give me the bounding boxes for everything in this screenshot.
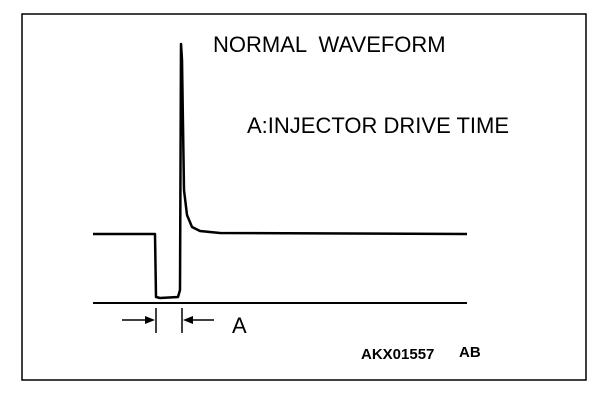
dimension-label: A: [232, 313, 247, 338]
title: NORMAL WAVEFORM: [213, 32, 446, 57]
waveform: [93, 42, 468, 300]
figure-suffix: AB: [459, 344, 481, 361]
figure-id: AKX01557: [361, 346, 434, 363]
arrowhead: [183, 316, 193, 324]
frame: [21, 13, 587, 381]
annotation: A:INJECTOR DRIVE TIME: [247, 113, 509, 138]
arrowhead: [145, 316, 155, 324]
